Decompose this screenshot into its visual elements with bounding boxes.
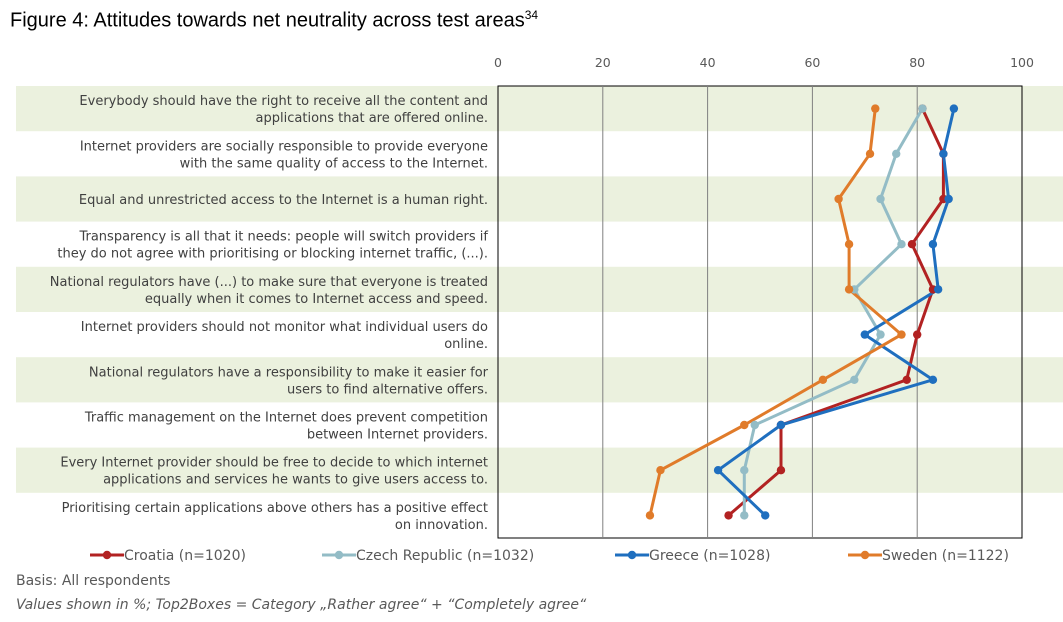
series-line-0 [727, 107, 945, 517]
row-band [16, 266, 1063, 312]
footnote-ref: 34 [524, 8, 539, 22]
category-label: users to find alternative offers. [287, 382, 488, 397]
data-point [944, 194, 953, 204]
data-point [928, 240, 938, 249]
category-label: Every Internet provider should be free t… [60, 456, 488, 471]
legend-marker [102, 550, 112, 560]
figure-title: Figure 4: Attitudes towards net neutrali… [10, 8, 539, 32]
data-point [913, 330, 922, 339]
data-point [776, 420, 786, 430]
data-point [933, 285, 943, 294]
plot-frame [497, 85, 1023, 539]
basis-note: Basis: All respondents [16, 573, 171, 589]
legend-label: Sweden (n=1122) [882, 548, 1009, 564]
data-point [740, 420, 749, 430]
data-point [850, 375, 859, 384]
series-line-3 [648, 108, 903, 516]
legend-label: Croatia (n=1020) [124, 548, 246, 564]
data-point [645, 511, 655, 520]
data-point [860, 330, 869, 339]
data-point [918, 104, 927, 113]
category-label: equally when it comes to Internet access… [145, 292, 488, 307]
category-label: Internet providers are socially responsi… [80, 139, 488, 154]
category-label: between Internet providers. [307, 428, 488, 443]
data-point [656, 466, 665, 475]
category-label: applications and services he wants to gi… [103, 473, 488, 488]
category-label: applications that are offered online. [256, 111, 488, 126]
data-point [892, 149, 901, 158]
series-line-2 [716, 108, 956, 517]
data-point [949, 104, 959, 113]
data-point [907, 240, 917, 249]
data-point [865, 149, 875, 158]
category-label: Internet providers should not monitor wh… [81, 320, 488, 335]
category-label: Transparency is all that it needs: peopl… [78, 230, 488, 245]
x-tick-label: 0 [494, 55, 502, 70]
category-label: Prioritising certain applications above … [62, 501, 488, 516]
x-tick-label: 20 [595, 55, 611, 70]
x-tick-label: 60 [804, 55, 820, 70]
data-point [740, 466, 749, 475]
data-point [750, 420, 759, 430]
data-point [939, 149, 948, 158]
data-point [928, 375, 938, 384]
data-point [897, 240, 906, 249]
data-point [740, 511, 749, 520]
legend-marker [334, 550, 344, 560]
category-label: Equal and unrestricted access to the Int… [79, 193, 488, 208]
data-point [776, 466, 786, 475]
category-label: they do not agree with prioritising or b… [57, 247, 488, 262]
data-point [713, 466, 723, 475]
data-point [834, 194, 843, 204]
category-label: Everybody should have the right to recei… [79, 94, 488, 109]
legend-label: Greece (n=1028) [649, 548, 770, 564]
x-tick-label: 40 [700, 55, 716, 70]
row-band [16, 86, 1063, 132]
category-label: National regulators have a responsibilit… [89, 365, 489, 380]
data-point [818, 375, 828, 384]
data-point [724, 511, 733, 520]
values-note: Values shown in %; Top2Boxes = Category … [16, 597, 587, 613]
legend-marker [627, 550, 637, 560]
data-point [902, 375, 911, 384]
category-label: online. [444, 337, 488, 352]
category-label: National regulators have (...) to make s… [50, 275, 488, 290]
legend-marker [860, 550, 870, 560]
category-label: Traffic management on the Internet does … [84, 411, 488, 426]
category-label: on innovation. [395, 518, 488, 533]
x-tick-label: 100 [1010, 55, 1034, 70]
data-point [897, 330, 906, 339]
data-point [844, 240, 854, 249]
data-point [876, 330, 885, 339]
x-tick-label: 80 [909, 55, 925, 70]
legend-label: Czech Republic (n=1032) [356, 548, 534, 564]
row-band [16, 447, 1063, 493]
data-point [871, 104, 880, 113]
category-label: with the same quality of access to the I… [180, 156, 488, 171]
row-band [16, 357, 1063, 403]
data-point [761, 511, 770, 520]
data-point [844, 285, 854, 294]
data-point [876, 194, 885, 204]
